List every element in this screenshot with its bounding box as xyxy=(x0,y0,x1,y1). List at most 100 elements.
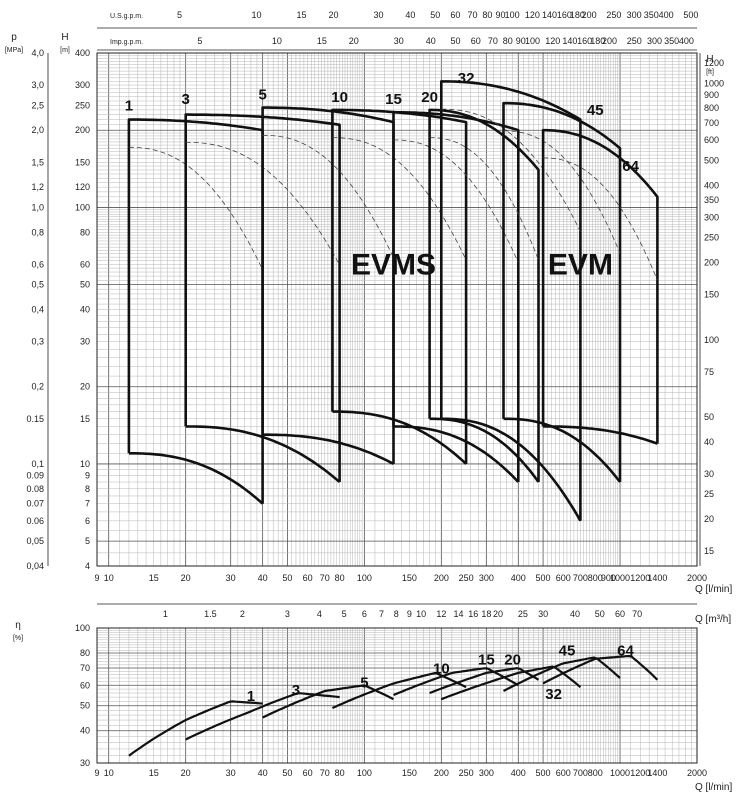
eff-m3h-tick-label: 16 xyxy=(468,609,478,619)
usgpm-tick-label: 80 xyxy=(482,10,492,20)
impgpm-tick-label: 180 xyxy=(590,36,605,46)
impgpm-tick-label: 5 xyxy=(197,36,202,46)
dashed-curve-20 xyxy=(429,137,539,261)
eff-x-tick-label: 50 xyxy=(282,768,292,778)
eff-m3h-tick-label: 4 xyxy=(317,609,322,619)
head-m-tick-label: 250 xyxy=(75,100,90,110)
dashed-curve-1 xyxy=(128,146,263,270)
impgpm-tick-label: 50 xyxy=(451,36,461,46)
efficiency-label-10: 10 xyxy=(433,661,450,678)
head-plot-frame xyxy=(96,52,698,567)
impgpm-tick-label: 40 xyxy=(426,36,436,46)
head-ft-tick-label: 1000 xyxy=(704,78,724,88)
head-x-tick-label: 400 xyxy=(511,573,526,583)
head-curve-20 xyxy=(428,108,540,482)
series-label-15: 15 xyxy=(385,91,402,108)
eff-m3h-tick-label: 1.5 xyxy=(204,609,217,619)
head-m-axis-unit: [m] xyxy=(60,47,70,54)
eff-x-tick-label: 300 xyxy=(479,768,494,778)
efficiency-label-45: 45 xyxy=(559,643,576,660)
usgpm-tick-label: 60 xyxy=(450,10,460,20)
head-m-tick-label: 50 xyxy=(80,280,90,290)
head-ft-tick-label: 40 xyxy=(704,437,714,447)
head-mpa-tick-label: 2,5 xyxy=(31,100,44,110)
head-m-tick-label: 400 xyxy=(75,48,90,58)
head-mpa-tick-label: 0,1 xyxy=(31,459,44,469)
head-x-tick-label: 50 xyxy=(282,573,292,583)
head-curve-45 xyxy=(502,101,622,482)
efficiency-label-64: 64 xyxy=(617,643,634,660)
head-x-tick-label: 1200 xyxy=(630,573,650,583)
head-ft-tick-label: 200 xyxy=(704,258,719,268)
usgpm-tick-label: 50 xyxy=(430,10,440,20)
impgpm-tick-label: 90 xyxy=(516,36,526,46)
series-label-64: 64 xyxy=(622,158,639,175)
eff-y-tick-label: 70 xyxy=(80,663,90,673)
series-label-3: 3 xyxy=(181,91,189,108)
head-x-tick-label: 10 xyxy=(104,573,114,583)
impgpm-tick-label: 30 xyxy=(394,36,404,46)
head-curve-32 xyxy=(440,80,582,521)
head-x-tick-label: 600 xyxy=(556,573,571,583)
head-mpa-tick-label: 0.08 xyxy=(26,484,44,494)
head-m-tick-label: 40 xyxy=(80,305,90,315)
eff-m3h-tick-label: 30 xyxy=(538,609,548,619)
dashed-curve-64 xyxy=(543,157,658,281)
eff-m3h-tick-label: 50 xyxy=(595,609,605,619)
head-mpa-tick-label: 1,5 xyxy=(31,157,44,167)
usgpm-tick-label: 140 xyxy=(542,10,557,20)
eff-m3h-tick-label: 60 xyxy=(615,609,625,619)
series-label-5: 5 xyxy=(258,87,266,104)
eff-y-tick-label: 60 xyxy=(80,680,90,690)
head-x-tick-label: 900 xyxy=(601,573,616,583)
head-x-tick-label: 80 xyxy=(335,573,345,583)
impgpm-tick-label: 160 xyxy=(577,36,592,46)
usgpm-tick-label: 15 xyxy=(297,10,307,20)
eff-x-tick-label: 700 xyxy=(573,768,588,778)
efficiency-curve-20 xyxy=(429,667,540,695)
head-x-tick-label: 500 xyxy=(536,573,551,583)
efficiency-plot-frame xyxy=(96,627,698,764)
eff-y-axis-title: η xyxy=(15,620,21,631)
head-x-tick-label: 2000 xyxy=(687,573,707,583)
eff-x-tick-label: 1000 xyxy=(610,768,630,778)
head-ft-tick-label: 25 xyxy=(704,489,714,499)
efficiency-label-20: 20 xyxy=(504,651,521,668)
curves xyxy=(127,80,659,757)
eff-m3h-axis-title: Q [m³/h] xyxy=(695,614,731,625)
head-curve-1 xyxy=(127,118,264,504)
impgpm-tick-label: 250 xyxy=(627,36,642,46)
eff-m3h-tick-label: 20 xyxy=(493,609,503,619)
usgpm-tick-label: 400 xyxy=(659,10,674,20)
min-head-curve-1 xyxy=(128,452,264,505)
efficiency-curve-32 xyxy=(440,665,582,701)
eff-m3h-tick-label: 18 xyxy=(481,609,491,619)
min-head-curve-64 xyxy=(543,425,658,445)
head-m-axis-title: H xyxy=(61,32,68,43)
usgpm-tick-label: 70 xyxy=(468,10,478,20)
head-m-tick-label: 200 xyxy=(75,125,90,135)
head-mpa-axis-title: p xyxy=(11,32,17,43)
eff-x-tick-label: 9 xyxy=(94,768,99,778)
min-head-curve-32 xyxy=(441,417,582,522)
head-m-tick-label: 7 xyxy=(85,499,90,509)
head-x-tick-label: 40 xyxy=(258,573,268,583)
eff-m3h-tick-label: 2 xyxy=(240,609,245,619)
head-x-tick-label: 1400 xyxy=(647,573,667,583)
eff-x-tick-label: 15 xyxy=(149,768,159,778)
head-curve-5 xyxy=(261,106,395,464)
head-x-tick-label: 70 xyxy=(320,573,330,583)
eff-x-tick-label: 400 xyxy=(511,768,526,778)
eff-x-tick-label: 600 xyxy=(556,768,571,778)
head-x-tick-label: 60 xyxy=(303,573,313,583)
eff-m3h-tick-label: 12 xyxy=(436,609,446,619)
head-x-tick-label: 30 xyxy=(226,573,236,583)
usgpm-tick-label: 5 xyxy=(177,10,182,20)
usgpm-scale-title: U.S.g.p.m. xyxy=(110,13,143,20)
head-mpa-axis-unit: [MPa] xyxy=(5,47,23,54)
impgpm-tick-label: 80 xyxy=(503,36,513,46)
usgpm-tick-label: 500 xyxy=(683,10,698,20)
eff-x-tick-label: 20 xyxy=(181,768,191,778)
head-mpa-tick-label: 0,5 xyxy=(31,280,44,290)
usgpm-tick-label: 350 xyxy=(644,10,659,20)
